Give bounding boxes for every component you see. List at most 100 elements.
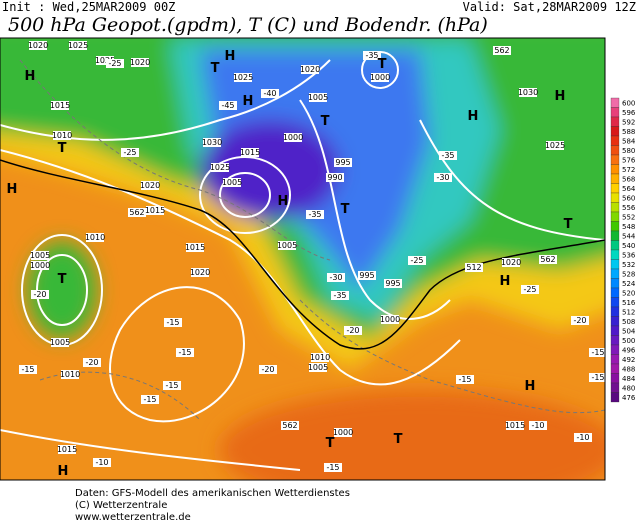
label-bg <box>589 373 605 382</box>
contour-label: -35 <box>441 151 454 160</box>
label-bg <box>456 375 474 384</box>
contour-label: 1025 <box>68 41 88 50</box>
contour-label: 1000 <box>283 133 303 142</box>
label-bg <box>306 210 324 219</box>
colorbar-box <box>610 230 620 241</box>
colorbar-box <box>610 287 620 298</box>
label-bg <box>241 148 259 157</box>
label-bg <box>51 101 69 110</box>
pressure-center: H <box>525 379 536 394</box>
colorbar-label: 480 <box>622 384 635 392</box>
label-bg <box>334 428 352 437</box>
colorbar-label: 548 <box>622 223 635 231</box>
colorbar-box <box>610 249 620 260</box>
colorbar-label: 572 <box>622 166 635 174</box>
contour-label: 1005 <box>30 251 50 260</box>
label-bg <box>327 273 345 282</box>
colorbar-label: 496 <box>622 346 636 354</box>
pressure-center: H <box>500 274 511 289</box>
colorbar-label: 584 <box>622 137 636 145</box>
contour-label: -15 <box>178 348 191 357</box>
colorbar-box <box>610 392 620 403</box>
colorbar-box <box>610 107 620 118</box>
pressure-center: T <box>211 61 220 76</box>
contour-label: 1000 <box>333 428 353 437</box>
label-bg <box>574 433 592 442</box>
colorbar-label: 516 <box>622 299 636 307</box>
colorbar-box <box>610 240 620 251</box>
label-bg <box>384 279 402 288</box>
contour-label: -10 <box>531 421 544 430</box>
label-bg <box>571 316 589 325</box>
contour-label: 1020 <box>190 268 210 277</box>
label-bg <box>19 365 37 374</box>
colorbar-box <box>610 154 620 165</box>
contour-label: 1010 <box>52 131 72 140</box>
contour-label: 512 <box>466 263 481 272</box>
label-bg <box>589 348 605 357</box>
pressure-center: H <box>468 109 479 124</box>
colorbar-box <box>610 335 620 346</box>
colorbar-label: 576 <box>622 156 636 164</box>
map-frame <box>0 37 606 481</box>
label-bg <box>502 258 520 267</box>
contour-label: 1000 <box>370 73 390 82</box>
contour-label: -35 <box>333 291 346 300</box>
label-bg <box>69 41 87 50</box>
label-bg <box>546 141 564 150</box>
colorbar-label: 504 <box>622 327 636 335</box>
colorbar-label: 524 <box>622 280 636 288</box>
colorbar-label: 544 <box>622 232 636 240</box>
contour-label: 1025 <box>233 73 253 82</box>
contour-label: 562 <box>129 208 144 217</box>
label-bg <box>358 271 376 280</box>
label-bg <box>309 363 327 372</box>
label-bg <box>203 138 221 147</box>
colorbar-label: 588 <box>622 128 635 136</box>
colorbar-box <box>610 373 620 384</box>
label-bg <box>309 93 327 102</box>
pressure-center: H <box>243 94 254 109</box>
label-bg <box>121 148 139 157</box>
colorbar-box <box>610 325 620 336</box>
colorbar-box <box>610 354 620 365</box>
pressure-center: T <box>321 114 330 129</box>
colorbar-label: 596 <box>622 109 636 117</box>
label-bg <box>219 101 237 110</box>
contour-label: 1025 <box>210 163 230 172</box>
pressure-center: T <box>564 217 573 232</box>
contour-label: -45 <box>221 101 234 110</box>
label-bg <box>261 89 279 98</box>
contour-label: 1015 <box>240 148 260 157</box>
label-bg <box>234 73 252 82</box>
contour-label: 1025 <box>95 56 115 65</box>
colorbar-box <box>610 164 620 175</box>
contour-label: -15 <box>143 395 156 404</box>
pressure-center: T <box>378 57 387 72</box>
init-time: Init : Wed,25MAR2009 00Z <box>2 0 175 14</box>
colorbar-box <box>610 382 620 393</box>
contour-label: 1030 <box>518 88 538 97</box>
contour-label: 990 <box>327 173 342 182</box>
contour-label: -10 <box>576 433 589 442</box>
colorbar-box <box>610 145 620 156</box>
contour-label: 1015 <box>505 421 525 430</box>
colorbar-label: 532 <box>622 261 635 269</box>
contour-label: -40 <box>263 89 276 98</box>
label-bg <box>363 51 381 60</box>
label-bg <box>31 290 49 299</box>
contour-label: 562 <box>540 255 555 264</box>
label-bg <box>529 421 547 430</box>
label-bg <box>439 151 457 160</box>
colorbar-box <box>610 316 620 327</box>
label-bg <box>86 233 104 242</box>
contour-label: -20 <box>33 290 46 299</box>
colorbar-box <box>610 183 620 194</box>
contour-label: -15 <box>21 365 34 374</box>
colorbar-label: 600 <box>622 99 635 107</box>
pressure-center: T <box>58 141 67 156</box>
colorbar-label: 476 <box>622 394 636 402</box>
label-bg <box>311 353 329 362</box>
contour-label: 562 <box>282 421 297 430</box>
